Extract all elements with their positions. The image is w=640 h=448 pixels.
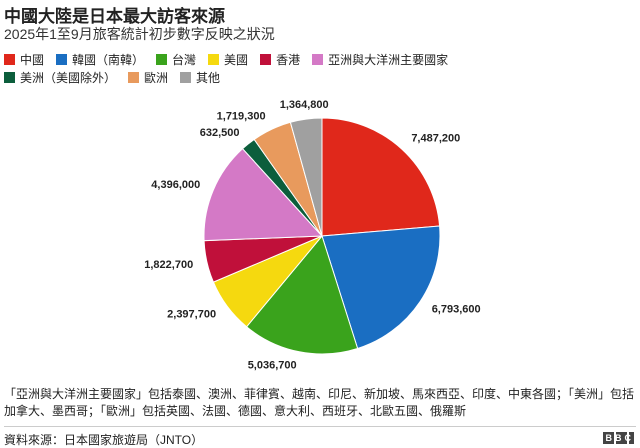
data-label: 6,793,600 xyxy=(432,303,481,315)
pie-slice xyxy=(321,117,441,237)
source: 資料來源：日本國家旅遊局（JNTO） xyxy=(4,433,204,447)
logo: BBC xyxy=(602,432,634,444)
data-label: 1,719,300 xyxy=(217,111,266,123)
pie-slice xyxy=(321,225,441,350)
pie-slice xyxy=(203,147,324,242)
legend-label: 中國 xyxy=(20,52,45,67)
chart-subtitle: 2025年1至9月旅客統計初步數字反映之狀況 xyxy=(4,26,275,42)
legend-label: 台灣 xyxy=(172,52,197,67)
divider xyxy=(4,426,636,427)
legend-label: 香港 xyxy=(276,52,301,67)
legend-item: 亞洲與大洋洲主要國家 xyxy=(312,52,449,67)
legend-item: 台灣 xyxy=(156,52,197,67)
data-label: 7,487,200 xyxy=(411,133,460,145)
legend-swatch xyxy=(180,71,192,83)
data-label: 5,036,700 xyxy=(248,359,297,371)
legend-label: 美國 xyxy=(224,52,249,67)
legend-label: 美洲（美國除外） xyxy=(20,70,117,85)
legend-item: 歐洲 xyxy=(128,70,169,85)
data-label: 2,397,700 xyxy=(167,309,216,321)
legend-swatch xyxy=(4,71,15,83)
legend-item: 韓國（南韓） xyxy=(56,52,145,67)
legend-item: 美國 xyxy=(208,52,249,67)
legend-item: 美洲（美國除外） xyxy=(4,70,117,85)
legend-swatch xyxy=(128,71,140,83)
legend-item: 其他 xyxy=(180,70,221,85)
pie-slice xyxy=(289,117,323,237)
legend: 中國 韓國（南韓） 台灣 美國 香港 亞洲與大洋洲主要國家美洲（美國除外） 歐洲 其他 xyxy=(4,52,504,85)
legend-label: 韓國（南韓） xyxy=(72,52,145,67)
pie-slice xyxy=(245,234,359,355)
data-label: 632,500 xyxy=(200,127,240,139)
legend-label: 亞洲與大洋洲主要國家 xyxy=(328,52,449,67)
legend-label: 其他 xyxy=(196,70,221,85)
chart-title: 中國大陸是日本最大訪客來源 xyxy=(4,7,225,26)
legend-swatch xyxy=(312,53,324,65)
legend-swatch xyxy=(156,53,168,65)
data-label: 1,822,700 xyxy=(144,259,193,271)
legend-swatch xyxy=(56,53,68,65)
footnote: 「亞洲與大洋洲主要國家」包括泰國、澳洲、菲律賓、越南、印尼、新加坡、馬來西亞、印… xyxy=(4,387,635,418)
legend-swatch xyxy=(4,53,15,65)
legend-swatch xyxy=(208,53,220,65)
legend-swatch xyxy=(260,53,272,65)
legend-item: 香港 xyxy=(260,52,301,67)
data-label: 4,396,000 xyxy=(151,179,200,191)
legend-item: 中國 xyxy=(4,52,45,67)
data-label: 1,364,800 xyxy=(280,99,329,111)
legend-label: 歐洲 xyxy=(144,70,169,85)
